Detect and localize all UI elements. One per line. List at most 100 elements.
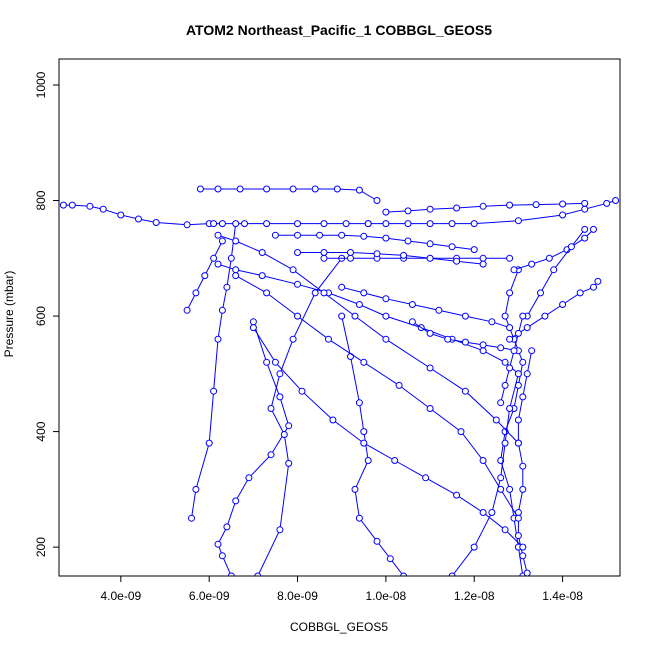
series-20	[510, 225, 597, 274]
series-8	[338, 312, 408, 576]
data-point	[267, 405, 275, 412]
axes-layer: 4.0e-09 6.0e-09 8.0e-09 1.0e-08 1.2e-08 1.4e-…	[34, 71, 583, 603]
data-point	[528, 260, 536, 268]
data-point	[488, 509, 496, 516]
data-point	[338, 283, 346, 291]
data-point	[461, 338, 469, 346]
data-point	[320, 249, 328, 256]
series-18	[294, 249, 487, 268]
data-point	[408, 318, 416, 326]
data-point	[192, 485, 200, 493]
data-point	[210, 387, 218, 395]
data-point	[528, 347, 536, 355]
data-point	[289, 185, 297, 193]
data-point	[501, 526, 509, 534]
data-point	[320, 220, 328, 228]
data-point	[550, 266, 558, 274]
x-tick-label: 4.0e-09	[100, 589, 141, 603]
series-13	[214, 231, 522, 447]
data-point	[559, 200, 567, 208]
data-point	[514, 514, 522, 522]
data-point	[448, 572, 456, 576]
data-point	[404, 220, 412, 228]
data-point	[506, 335, 514, 343]
data-point	[590, 283, 597, 291]
data-point	[523, 569, 531, 576]
series-4	[364, 197, 620, 228]
data-point	[479, 347, 487, 355]
data-point	[400, 572, 408, 576]
chart-title: ATOM2 Northeast_Pacific_1 COBBGL_GEOS5	[186, 22, 492, 38]
data-point	[210, 220, 218, 228]
data-point	[373, 537, 381, 545]
series-10	[514, 347, 536, 576]
data-point	[285, 459, 293, 467]
data-point	[497, 474, 505, 482]
data-point	[426, 205, 434, 213]
data-point	[537, 289, 544, 297]
data-point	[280, 431, 288, 438]
data-point	[347, 249, 354, 256]
data-point	[294, 220, 301, 228]
data-point	[514, 439, 522, 447]
data-point	[519, 462, 527, 470]
data-point	[360, 289, 368, 297]
data-point	[523, 370, 531, 378]
data-point	[400, 251, 408, 259]
data-point	[501, 312, 509, 320]
data-point	[497, 485, 505, 493]
data-point	[210, 254, 218, 262]
data-point	[470, 246, 478, 254]
data-point	[183, 221, 191, 229]
x-tick-label: 1.2e-08	[454, 589, 495, 603]
data-point	[223, 283, 231, 291]
x-tick-label: 1.0e-08	[366, 589, 407, 603]
data-point	[99, 205, 107, 213]
data-point	[214, 335, 222, 343]
data-point	[355, 399, 363, 407]
data-point	[271, 231, 279, 239]
data-point	[294, 312, 301, 320]
data-point	[360, 439, 368, 447]
data-point	[236, 185, 244, 193]
series-7	[254, 254, 346, 576]
data-point	[218, 552, 226, 560]
data-point	[214, 231, 222, 239]
series-21	[523, 225, 589, 320]
data-point	[205, 439, 213, 447]
data-point	[506, 254, 514, 262]
data-point	[263, 289, 271, 297]
data-point	[351, 312, 359, 320]
y-tick-label: 400	[34, 421, 48, 441]
data-point	[316, 231, 324, 239]
data-point	[196, 185, 204, 193]
data-point	[514, 370, 522, 378]
data-point	[532, 201, 540, 209]
data-point	[395, 381, 403, 389]
data-point	[506, 364, 514, 372]
series-line	[297, 252, 484, 265]
data-point	[492, 416, 500, 424]
data-point	[232, 237, 240, 245]
data-point	[541, 312, 549, 320]
data-point	[355, 186, 363, 194]
data-point	[576, 289, 584, 297]
data-point	[448, 220, 456, 228]
data-point	[276, 393, 284, 401]
data-point	[214, 540, 222, 548]
data-point	[461, 387, 469, 395]
data-point	[426, 405, 434, 412]
data-point	[461, 312, 469, 320]
data-point	[386, 555, 394, 563]
series-layer	[59, 185, 620, 576]
data-point	[355, 301, 363, 308]
data-point	[612, 197, 620, 204]
data-point	[545, 254, 553, 262]
data-point	[360, 428, 368, 436]
series-23	[408, 318, 522, 355]
data-point	[285, 422, 293, 430]
x-tick-label: 8.0e-09	[277, 589, 318, 603]
data-point	[338, 312, 346, 320]
data-point	[422, 474, 430, 482]
data-point	[258, 272, 266, 280]
